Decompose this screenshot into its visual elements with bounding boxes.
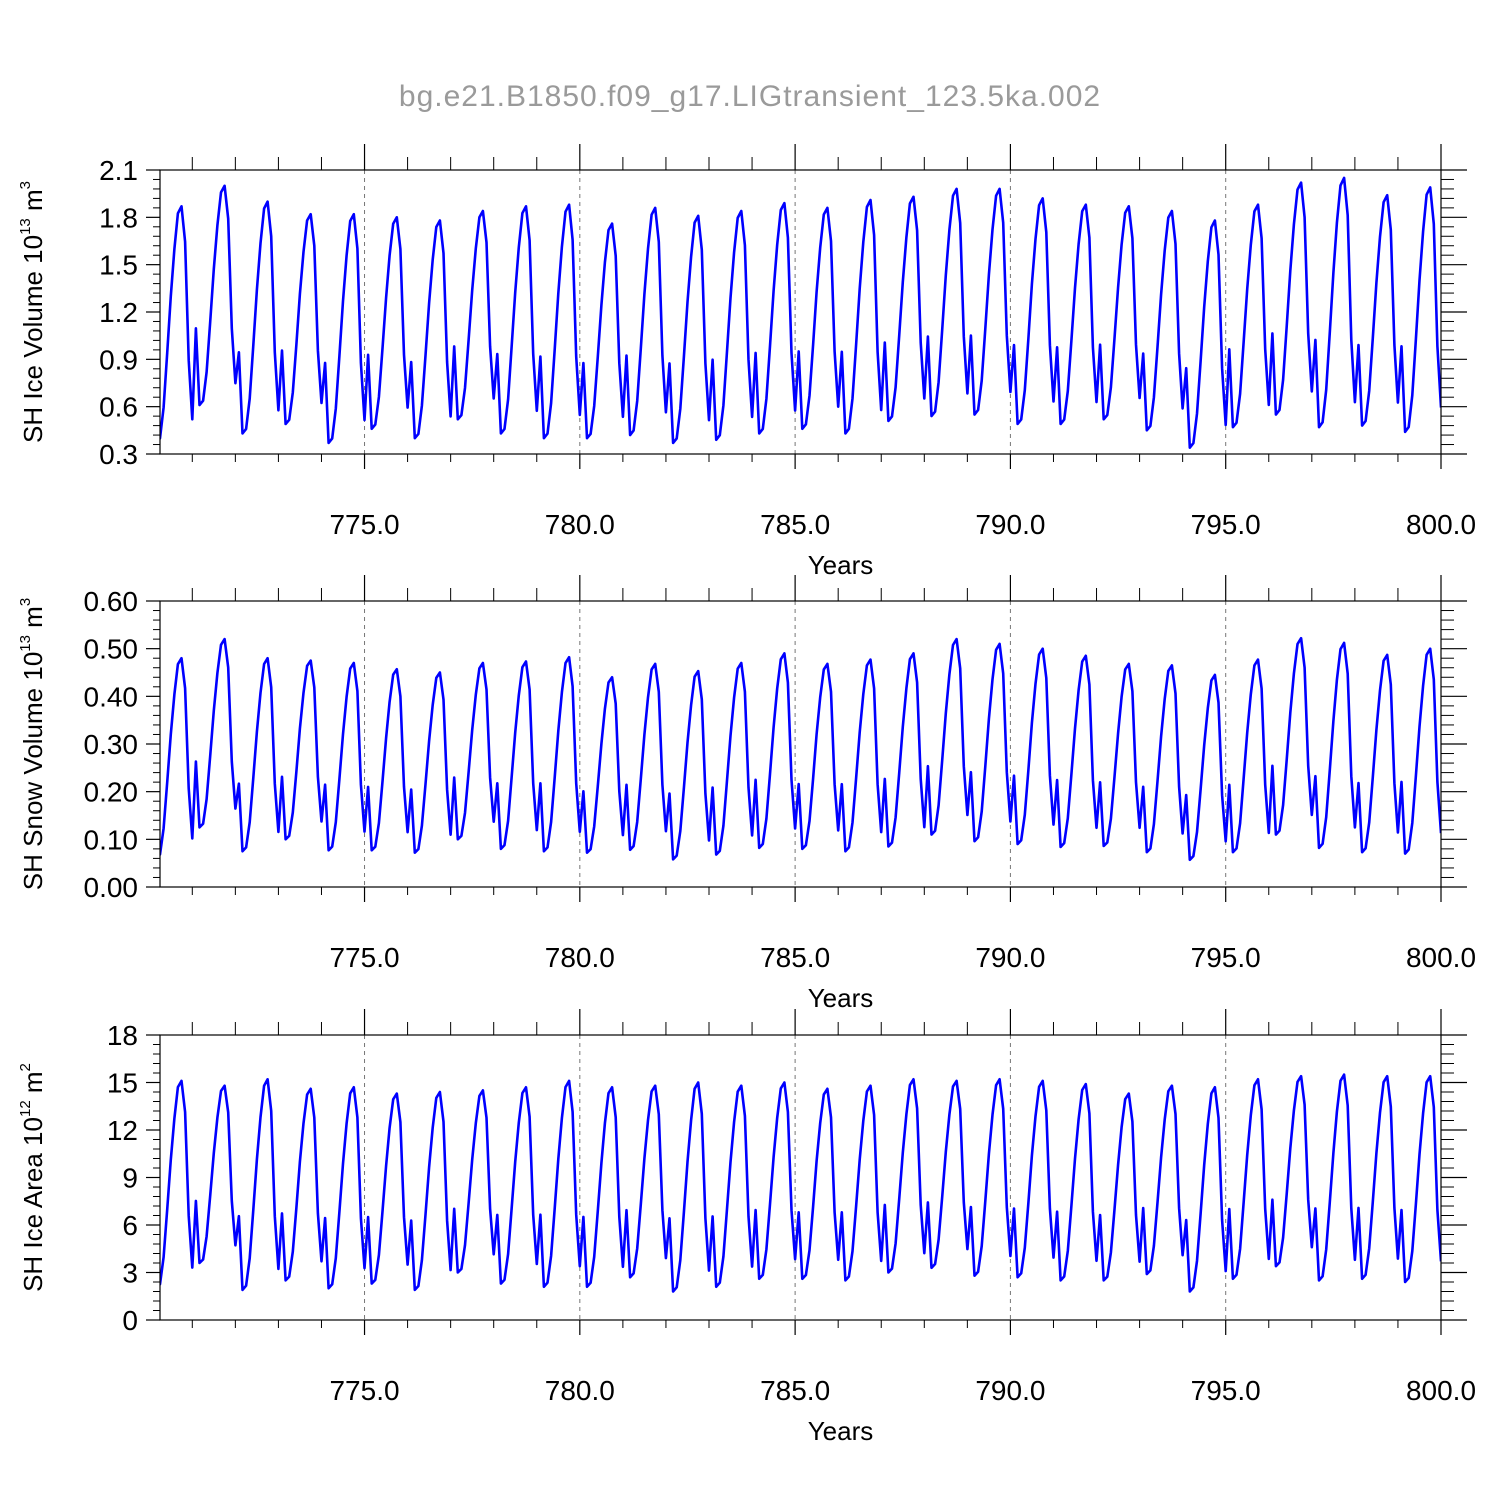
- x-tick-label: 780.0: [545, 509, 615, 540]
- x-axis-label: Years: [808, 1416, 874, 1446]
- x-tick-label: 795.0: [1191, 509, 1261, 540]
- x-tick-label: 795.0: [1191, 942, 1261, 973]
- x-tick-label: 780.0: [545, 942, 615, 973]
- y-tick-label: 0.6: [99, 392, 138, 423]
- y-tick-label: 0.60: [84, 586, 139, 617]
- x-tick-label: 785.0: [760, 942, 830, 973]
- y-tick-label: 1.5: [99, 250, 138, 281]
- y-axis-label: SH Ice Volume 1013 m3: [17, 181, 48, 443]
- panel-2: 0.00 0.10 0.20 0.30 0.40 0.50 0.60 775.0 780.0 78…: [17, 575, 1476, 1013]
- x-tick-label: 790.0: [975, 1375, 1045, 1406]
- x-tick-label: 790.0: [975, 942, 1045, 973]
- x-tick-label: 800.0: [1406, 942, 1476, 973]
- panel-3: 0 3 6 9 12 15 18 775.0 780.0 785.0 790.0 795.0 800.0…: [17, 1009, 1476, 1446]
- y-tick-label: 1.2: [99, 297, 138, 328]
- panel-1: 0.3 0.6 0.9 1.2 1.5 1.8 2.1 775.0 780.0 785.0 790.…: [17, 144, 1476, 580]
- y-axis-label: SH Snow Volume 1013 m3: [17, 598, 48, 890]
- y-tick-label: 0.3: [99, 439, 138, 470]
- y-tick-label: 0.10: [84, 824, 139, 855]
- x-tick-label: 775.0: [329, 942, 399, 973]
- y-tick-label: 1.8: [99, 202, 138, 233]
- y-tick-label: 15: [107, 1068, 138, 1099]
- chart-title: bg.e21.B1850.f09_g17.LIGtransient_123.5k…: [399, 80, 1101, 113]
- x-tick-label: 800.0: [1406, 509, 1476, 540]
- x-tick-label: 785.0: [760, 509, 830, 540]
- x-tick-label: 785.0: [760, 1375, 830, 1406]
- y-tick-label: 0.00: [84, 872, 139, 903]
- y-tick-label: 6: [122, 1210, 138, 1241]
- y-tick-label: 0.20: [84, 777, 139, 808]
- y-tick-label: 0: [122, 1305, 138, 1336]
- plot-frame: [159, 600, 1442, 888]
- y-tick-label: 0.30: [84, 729, 139, 760]
- y-tick-label: 0.9: [99, 344, 138, 375]
- panels: 0.3 0.6 0.9 1.2 1.5 1.8 2.1 775.0 780.0 785.0 790.…: [17, 144, 1476, 1446]
- x-axis-label: Years: [808, 550, 874, 580]
- y-tick-label: 18: [107, 1020, 138, 1051]
- series-line: [160, 636, 1441, 862]
- series-line: [160, 1073, 1441, 1293]
- y-tick-label: 9: [122, 1163, 138, 1194]
- x-tick-label: 775.0: [329, 1375, 399, 1406]
- x-axis-label: Years: [808, 983, 874, 1013]
- x-tick-label: 800.0: [1406, 1375, 1476, 1406]
- x-tick-label: 780.0: [545, 1375, 615, 1406]
- x-tick-label: 795.0: [1191, 1375, 1261, 1406]
- x-tick-label: 790.0: [975, 509, 1045, 540]
- y-tick-label: 2.1: [99, 155, 138, 186]
- y-tick-label: 3: [122, 1258, 138, 1289]
- x-tick-label: 775.0: [329, 509, 399, 540]
- y-tick-label: 12: [107, 1115, 138, 1146]
- y-tick-label: 0.40: [84, 681, 139, 712]
- series-line: [160, 176, 1441, 450]
- plot-frame: [159, 1034, 1442, 1321]
- y-axis-label: SH Ice Area 1012 m2: [17, 1063, 48, 1292]
- y-tick-label: 0.50: [84, 634, 139, 665]
